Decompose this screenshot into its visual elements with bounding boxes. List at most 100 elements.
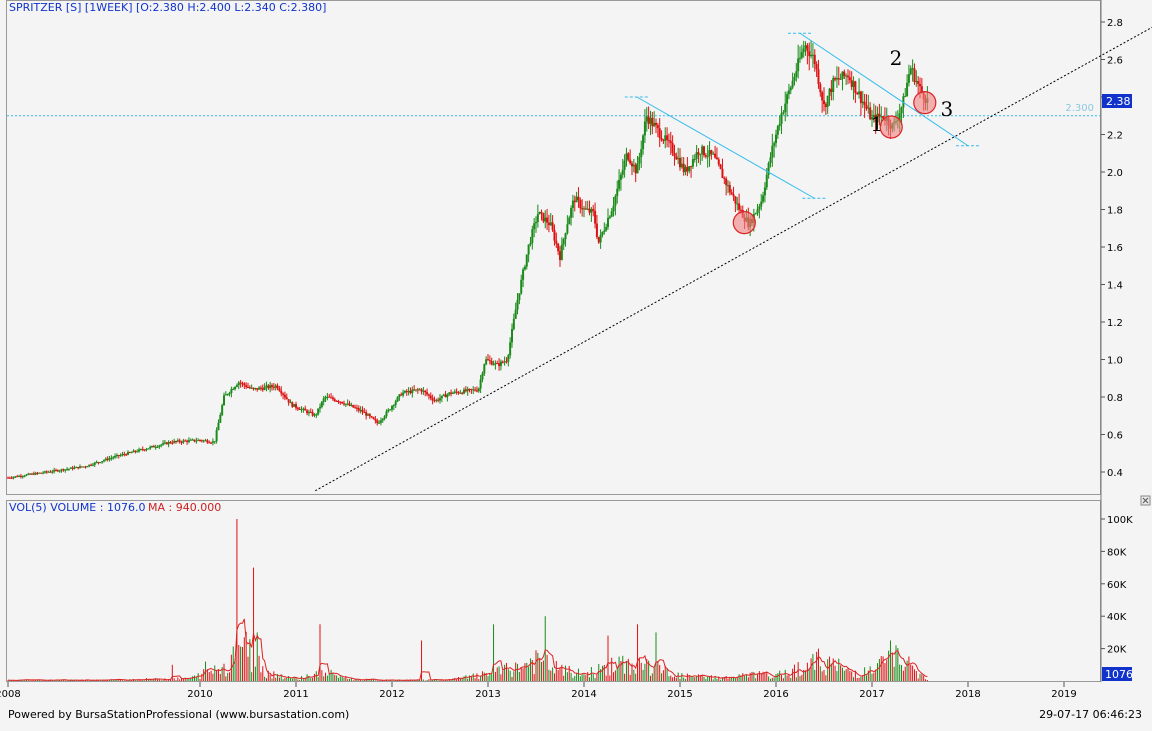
candle-body xyxy=(546,217,549,223)
candle-body xyxy=(319,407,321,409)
candle-body xyxy=(824,104,827,107)
close-price-badge xyxy=(1102,94,1132,108)
candle-body xyxy=(235,385,238,387)
candle-body xyxy=(666,135,669,141)
candle-body xyxy=(494,363,497,365)
candle-body xyxy=(878,113,881,117)
candle-body xyxy=(919,84,921,87)
candle-body xyxy=(154,446,157,448)
candle-body xyxy=(370,416,373,418)
candle-body xyxy=(557,243,560,252)
candle-body xyxy=(719,164,722,169)
candle-body xyxy=(239,382,242,384)
candle-body xyxy=(302,408,305,410)
candle-body xyxy=(261,388,264,390)
candle-body xyxy=(263,386,266,390)
candle-body xyxy=(466,388,469,392)
candle-body xyxy=(450,392,453,394)
time-tick-label: 2008 xyxy=(0,689,21,700)
candle-body xyxy=(498,363,501,367)
time-tick-label: 2016 xyxy=(763,689,788,700)
candle-body xyxy=(383,416,386,419)
candle-body xyxy=(485,359,488,365)
candle-body xyxy=(631,163,633,167)
candle-body xyxy=(559,251,561,260)
candle-body xyxy=(427,394,430,396)
candle-body xyxy=(817,69,820,85)
candle-body xyxy=(595,223,598,237)
candle-body xyxy=(503,361,506,363)
candle-body xyxy=(420,389,423,392)
candle-body xyxy=(775,134,777,144)
volume-axis: 20K 40K 60K 80K 100K xyxy=(1101,515,1133,656)
candle-body xyxy=(461,392,464,394)
candle-body xyxy=(679,157,681,168)
candle-body xyxy=(793,76,796,81)
candle-body xyxy=(265,385,268,387)
candle-body xyxy=(727,185,729,187)
candle-body xyxy=(828,88,831,97)
candle-body xyxy=(99,462,102,464)
candle-body xyxy=(906,82,909,97)
candle-body xyxy=(738,203,741,210)
candle-body xyxy=(145,449,148,451)
candle-body xyxy=(132,450,135,453)
candle-body xyxy=(352,405,355,408)
candle-body xyxy=(151,445,153,447)
candle-body xyxy=(632,164,635,167)
candle-body xyxy=(586,208,589,210)
candle-body xyxy=(754,213,757,215)
candle-body xyxy=(474,389,477,391)
candle-body xyxy=(568,217,571,225)
candle-body xyxy=(479,379,482,389)
price-tick-label: 1.0 xyxy=(1107,356,1123,367)
candle-body xyxy=(571,200,574,209)
candle-body xyxy=(669,140,672,144)
candle-body xyxy=(527,244,530,255)
candle-body xyxy=(23,475,26,477)
candle-body xyxy=(330,397,333,399)
candle-body xyxy=(167,442,170,445)
powered-by-text: Powered by BursaStationProfessional (www… xyxy=(8,708,349,721)
candle-body xyxy=(898,113,901,120)
price-tick-label: 0.8 xyxy=(1107,393,1123,404)
candle-body xyxy=(472,389,475,391)
candle-body xyxy=(464,389,467,392)
candle-body xyxy=(156,446,159,448)
volume-tick-label: 20K xyxy=(1107,645,1127,656)
price-tick-label: 1.4 xyxy=(1107,281,1123,292)
candle-body xyxy=(407,390,410,393)
price-panel-close-button[interactable] xyxy=(1140,495,1151,506)
candle-body xyxy=(481,373,484,380)
candle-body xyxy=(38,472,41,474)
candle-body xyxy=(837,78,840,80)
candle-body xyxy=(82,466,85,468)
candle-body xyxy=(723,178,726,180)
price-tick-label: 2.2 xyxy=(1107,131,1123,142)
candle-body xyxy=(673,152,676,157)
candle-body xyxy=(95,462,98,464)
candle-body xyxy=(614,196,617,206)
candle-body xyxy=(786,94,789,104)
candle-body xyxy=(581,208,584,210)
candle-body xyxy=(525,254,528,267)
candle-body xyxy=(187,440,190,442)
candle-body xyxy=(206,440,209,443)
candle-body xyxy=(811,54,814,56)
candle-body xyxy=(551,222,554,230)
candle-body xyxy=(165,442,168,445)
candle-body xyxy=(540,211,543,213)
volume-badge xyxy=(1102,667,1132,681)
candle-body xyxy=(110,457,113,459)
candle-body xyxy=(715,157,718,160)
candle-body xyxy=(252,387,255,389)
candle-body xyxy=(398,394,401,398)
candle-body xyxy=(7,477,9,479)
candle-body xyxy=(49,471,52,473)
candle-body xyxy=(313,414,316,416)
candle-body xyxy=(830,88,833,93)
candle-body xyxy=(106,458,109,460)
candle-body xyxy=(42,472,45,474)
candle-body xyxy=(446,394,449,398)
time-tick-label: 2018 xyxy=(955,689,980,700)
